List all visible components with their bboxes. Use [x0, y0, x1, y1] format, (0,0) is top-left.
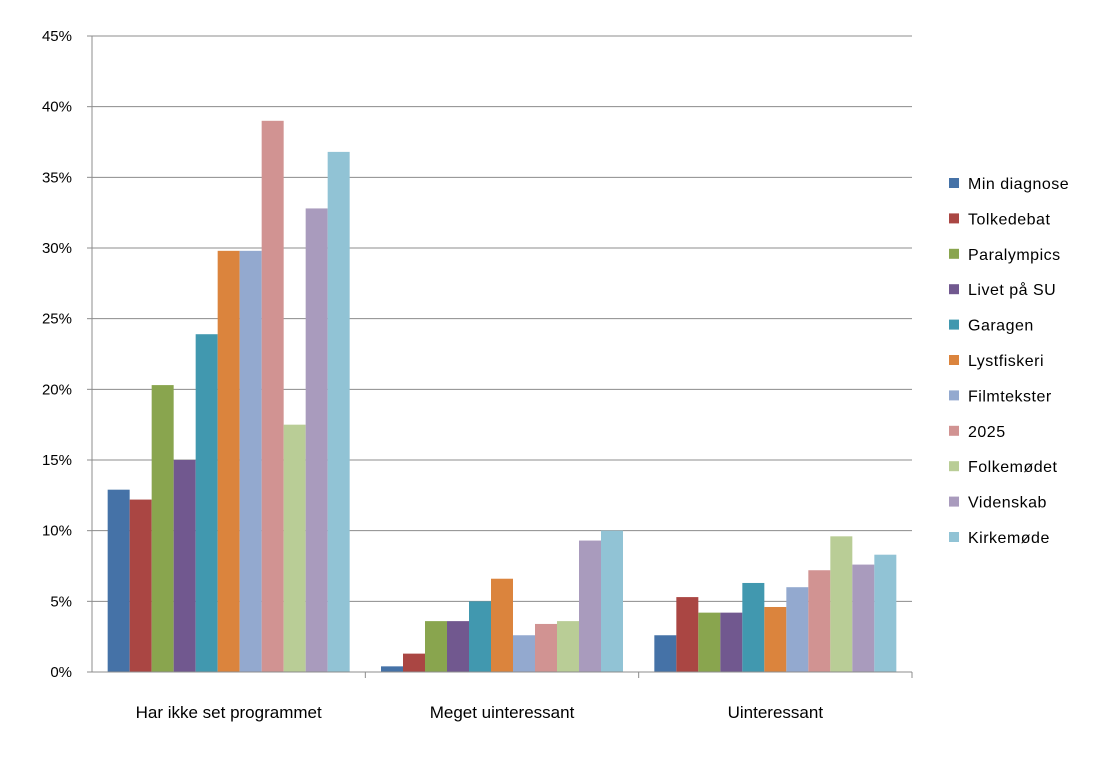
legend-label: Folkemødet: [968, 459, 1058, 476]
bar: [698, 612, 721, 672]
bar: [830, 536, 853, 672]
bar: [151, 385, 174, 672]
legend-item: Lystfiskeri: [949, 353, 1044, 370]
legend-item: Min diagnose: [949, 176, 1069, 193]
legend-item: Videnskab: [949, 495, 1047, 512]
legend-swatch: [949, 248, 959, 259]
bar: [107, 489, 130, 672]
legend-swatch: [949, 319, 959, 330]
bar: [491, 578, 513, 672]
bar: [764, 606, 787, 672]
bar: [852, 564, 875, 672]
bar: [305, 208, 328, 672]
legend-swatch: [949, 532, 959, 542]
bar: [239, 250, 262, 672]
legend-label: Tolkedebat: [968, 211, 1050, 228]
y-tick-label: 5%: [50, 593, 72, 610]
bar: [786, 587, 809, 672]
y-axis-tick-labels: 0% 5% 10% 15% 20% 25% 30% 35% 40% 45%: [42, 28, 72, 681]
legend-swatch: [949, 213, 959, 224]
legend-item: Paralympics: [949, 247, 1061, 264]
bar: [425, 621, 447, 672]
legend-label: Lystfiskeri: [968, 353, 1044, 370]
legend-item: Tolkedebat: [949, 211, 1050, 228]
bar: [742, 582, 765, 672]
legend-swatch: [949, 390, 959, 401]
y-tick-label: 10%: [42, 523, 72, 540]
legend-swatch: [949, 496, 959, 507]
axes: [87, 35, 913, 678]
y-tick-label: 45%: [42, 28, 72, 45]
bar: [217, 250, 240, 672]
legend-swatch: [949, 178, 959, 188]
legend-item: Garagen: [949, 318, 1034, 335]
bar: [720, 612, 743, 672]
bar: [513, 635, 535, 672]
bar: [173, 460, 196, 672]
bars: [107, 120, 897, 673]
y-tick-label: 35%: [42, 169, 72, 186]
bar: [447, 621, 469, 672]
bar: [283, 424, 306, 672]
legend-label: 2025: [968, 424, 1006, 441]
legend-label: Garagen: [968, 318, 1034, 335]
legend-label: Livet på SU: [968, 281, 1056, 299]
bar: [195, 334, 218, 672]
bar: [535, 623, 557, 672]
bar: [381, 666, 403, 672]
bar: [129, 499, 152, 672]
legend-label: Min diagnose: [968, 176, 1069, 193]
bar: [557, 621, 579, 672]
legend-swatch: [949, 425, 959, 436]
bar: [676, 597, 699, 672]
bar: [579, 540, 601, 672]
legend-swatch: [949, 355, 959, 365]
bar: [327, 151, 350, 673]
y-tick-label: 30%: [42, 240, 72, 257]
legend-swatch: [949, 284, 959, 295]
bar: [403, 653, 425, 672]
legend-item: 2025: [949, 424, 1006, 441]
y-tick-label: 0%: [50, 664, 72, 681]
legend-item: Livet på SU: [949, 281, 1056, 299]
y-tick-label: 40%: [42, 99, 72, 116]
bar: [808, 570, 831, 672]
category-label: Uinteressant: [728, 703, 824, 722]
y-tick-label: 15%: [42, 452, 72, 469]
legend-label: Filmtekster: [968, 388, 1052, 405]
y-tick-label: 20%: [42, 381, 72, 398]
bar: [874, 554, 897, 672]
bar: [469, 601, 491, 672]
bar: [261, 120, 284, 673]
category-labels: Har ikke set programmet Meget uinteressan…: [136, 703, 824, 722]
category-label: Har ikke set programmet: [136, 703, 322, 722]
legend-item: Filmtekster: [949, 388, 1052, 405]
legend-swatch: [949, 461, 959, 472]
legend-label: Kirkemøde: [968, 530, 1050, 547]
legend: Min diagnose Tolkedebat Paralympics Livet p…: [949, 176, 1069, 547]
bar: [654, 635, 677, 672]
bar: [601, 530, 623, 672]
y-tick-label: 25%: [42, 311, 72, 328]
legend-item: Folkemødet: [949, 459, 1058, 476]
legend-label: Videnskab: [968, 495, 1047, 512]
category-label: Meget uinteressant: [430, 703, 575, 722]
legend-item: Kirkemøde: [949, 530, 1050, 547]
legend-label: Paralympics: [968, 247, 1061, 264]
